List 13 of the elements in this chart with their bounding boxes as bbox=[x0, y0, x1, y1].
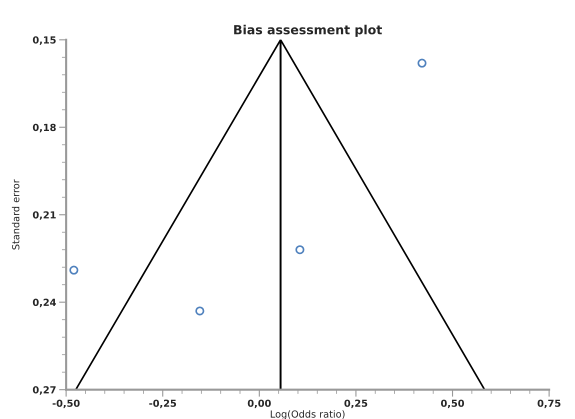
x-tick-label: 0,00 bbox=[248, 400, 271, 408]
y-tick-label: 0,21 bbox=[32, 211, 56, 220]
y-tick-label: 0,15 bbox=[32, 36, 56, 45]
y-tick-label: 0,27 bbox=[32, 386, 56, 395]
x-tick-label: 0,25 bbox=[344, 400, 368, 408]
x-tick-label: 0,50 bbox=[440, 400, 464, 408]
y-tick-label: 0,18 bbox=[32, 124, 56, 132]
y-tick-label: 0,24 bbox=[32, 298, 56, 308]
y-axis-title: Standard error bbox=[12, 179, 20, 250]
x-tick-label: -0,25 bbox=[149, 400, 176, 408]
chart-title: Bias assessment plot bbox=[234, 24, 382, 37]
x-tick-label: -0,50 bbox=[52, 400, 80, 408]
x-tick-label: 0,75 bbox=[538, 400, 560, 408]
